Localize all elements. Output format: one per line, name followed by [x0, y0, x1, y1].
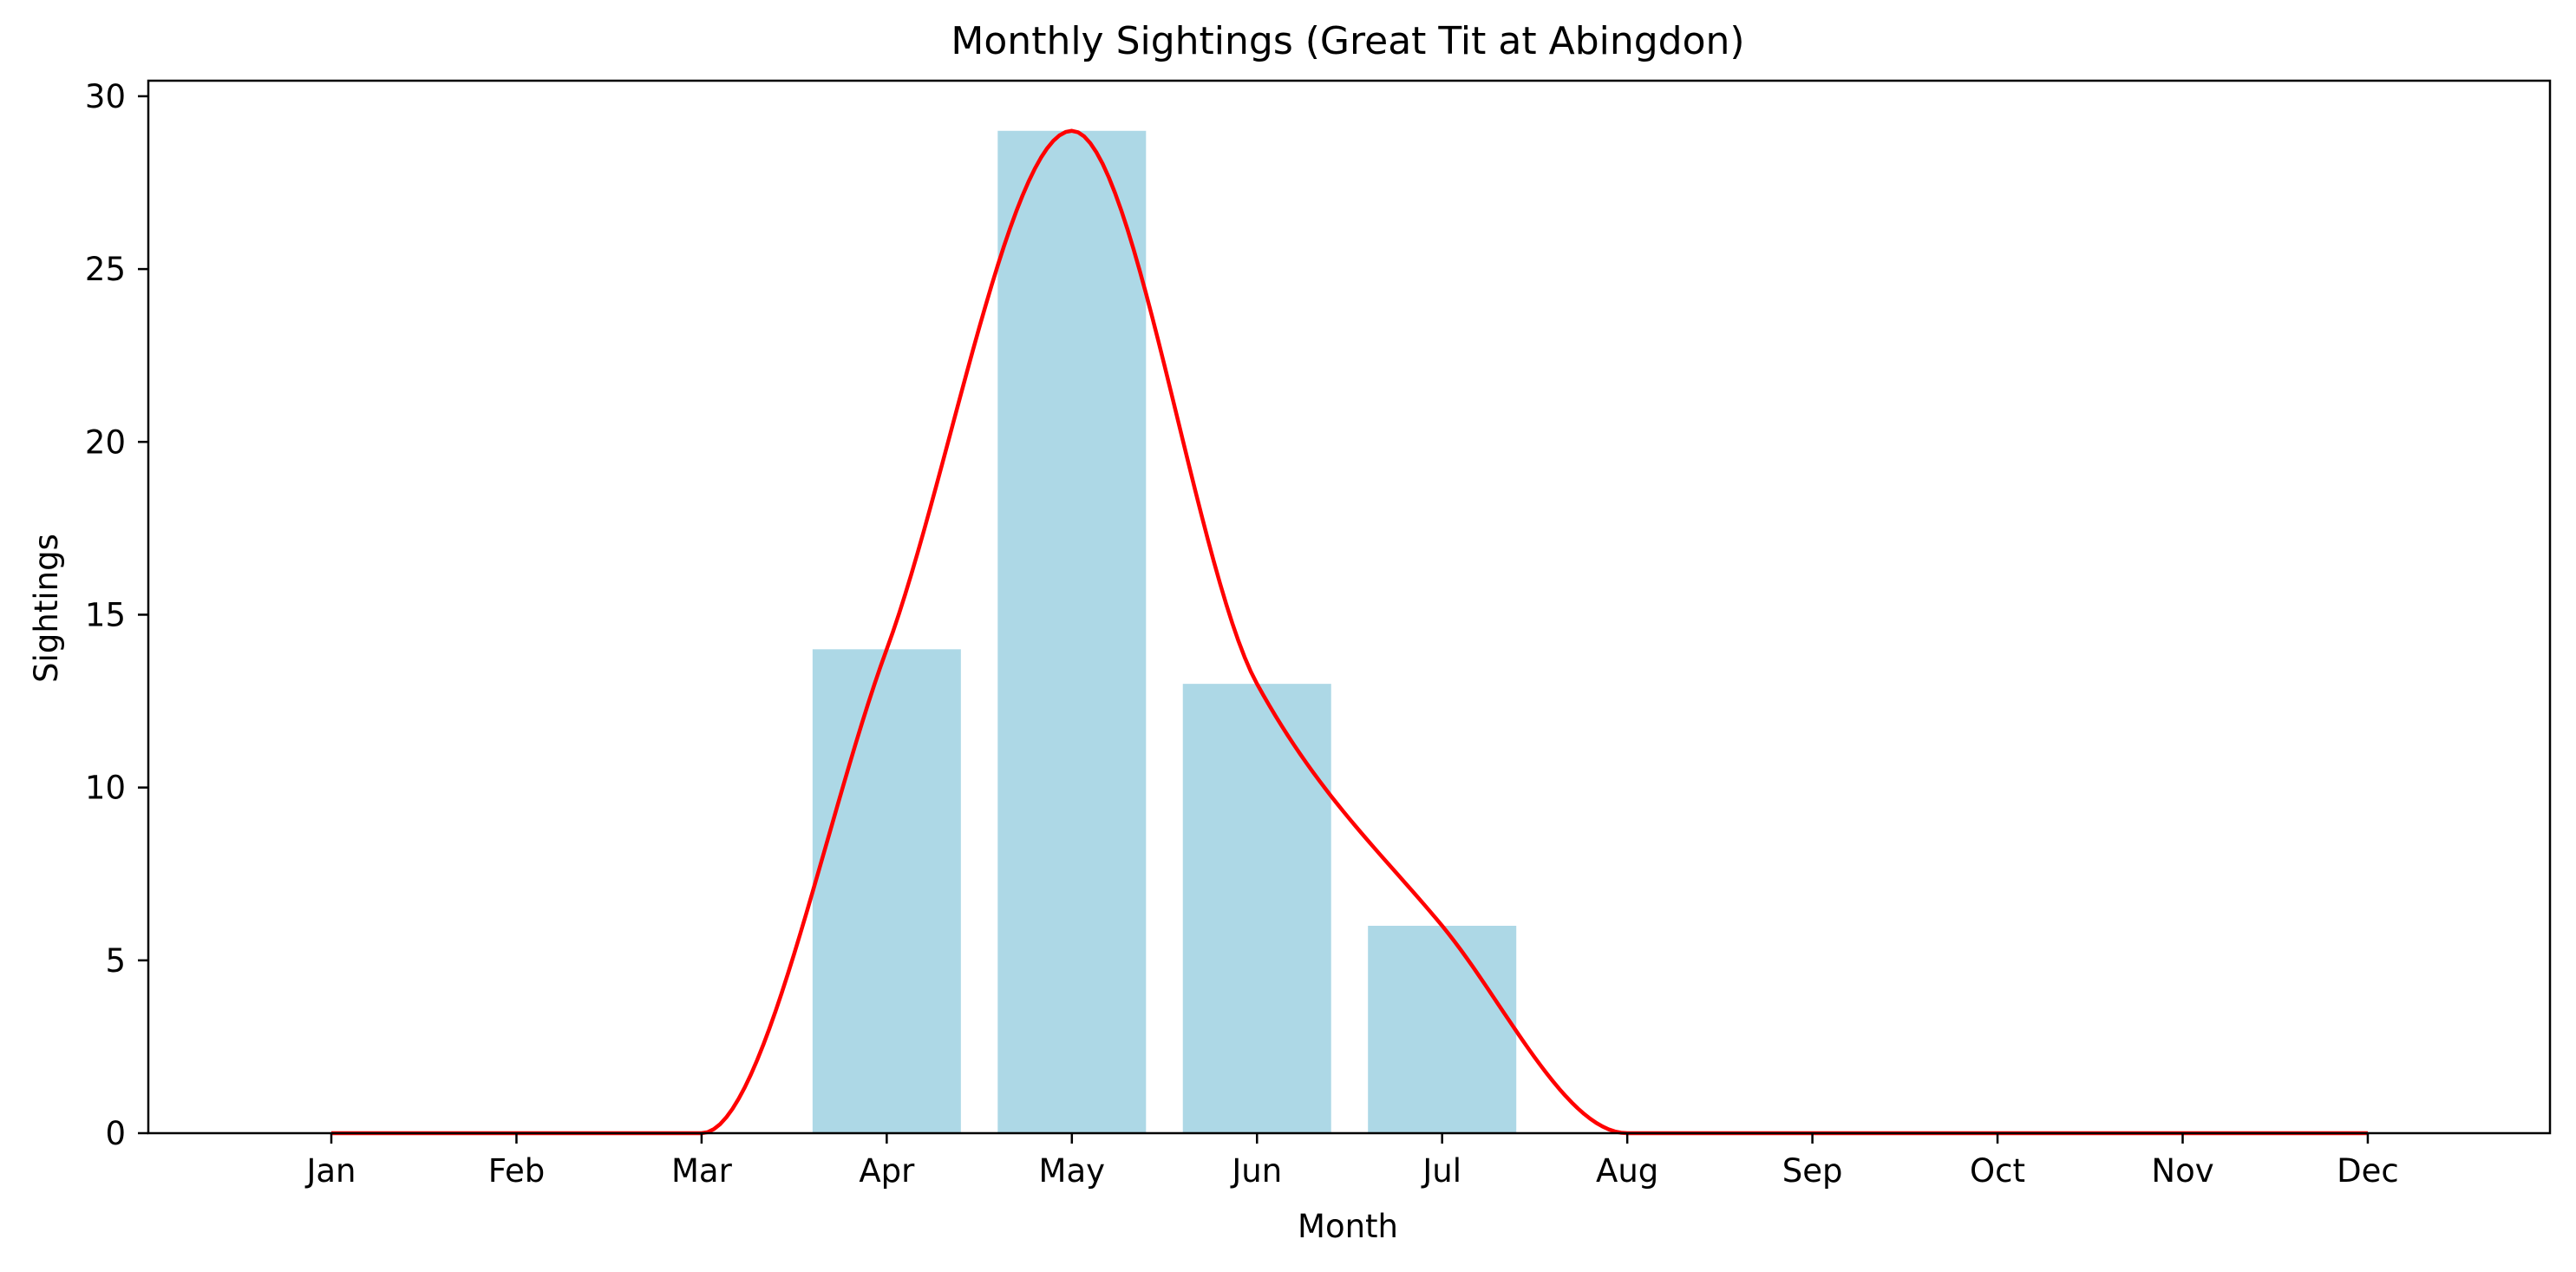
chart-title: Monthly Sightings (Great Tit at Abingdon…: [951, 19, 1744, 63]
x-tick-label-feb: Feb: [488, 1152, 546, 1190]
x-tick-label-dec: Dec: [2337, 1152, 2399, 1190]
y-tick-label-30: 30: [85, 78, 126, 115]
x-tick-label-nov: Nov: [2151, 1152, 2213, 1190]
y-axis: 0 5 10 15 20 25 30: [85, 78, 148, 1152]
x-tick-label-jun: Jun: [1230, 1152, 1282, 1190]
x-tick-label-jan: Jan: [304, 1152, 356, 1190]
x-tick-label-aug: Aug: [1596, 1152, 1658, 1190]
x-tick-label-apr: Apr: [859, 1152, 915, 1190]
y-tick-label-20: 20: [85, 423, 126, 461]
plot-frame: [147, 79, 2552, 1135]
x-tick-label-sep: Sep: [1782, 1152, 1843, 1190]
y-tick-label-10: 10: [85, 770, 126, 807]
bar-apr: [812, 649, 961, 1133]
x-tick-label-oct: Oct: [1970, 1152, 2025, 1190]
bar-jun: [1182, 684, 1331, 1133]
y-tick-label-5: 5: [105, 942, 126, 980]
y-tick-label-25: 25: [85, 251, 126, 288]
x-tick-label-may: May: [1039, 1152, 1106, 1190]
x-tick-label-mar: Mar: [671, 1152, 733, 1190]
x-axis-title: Month: [1298, 1208, 1398, 1245]
y-tick-label-0: 0: [105, 1115, 126, 1152]
y-tick-label-15: 15: [85, 596, 126, 633]
bars-layer: [812, 130, 1517, 1133]
x-axis: Jan Feb Mar Apr May Jun Jul Aug Sep Oct Nov Dec: [304, 1133, 2399, 1190]
y-axis-title: Sightings: [28, 534, 65, 683]
bar-may: [997, 130, 1147, 1133]
bar-jul: [1368, 925, 1517, 1133]
x-tick-label-jul: Jul: [1421, 1152, 1461, 1190]
